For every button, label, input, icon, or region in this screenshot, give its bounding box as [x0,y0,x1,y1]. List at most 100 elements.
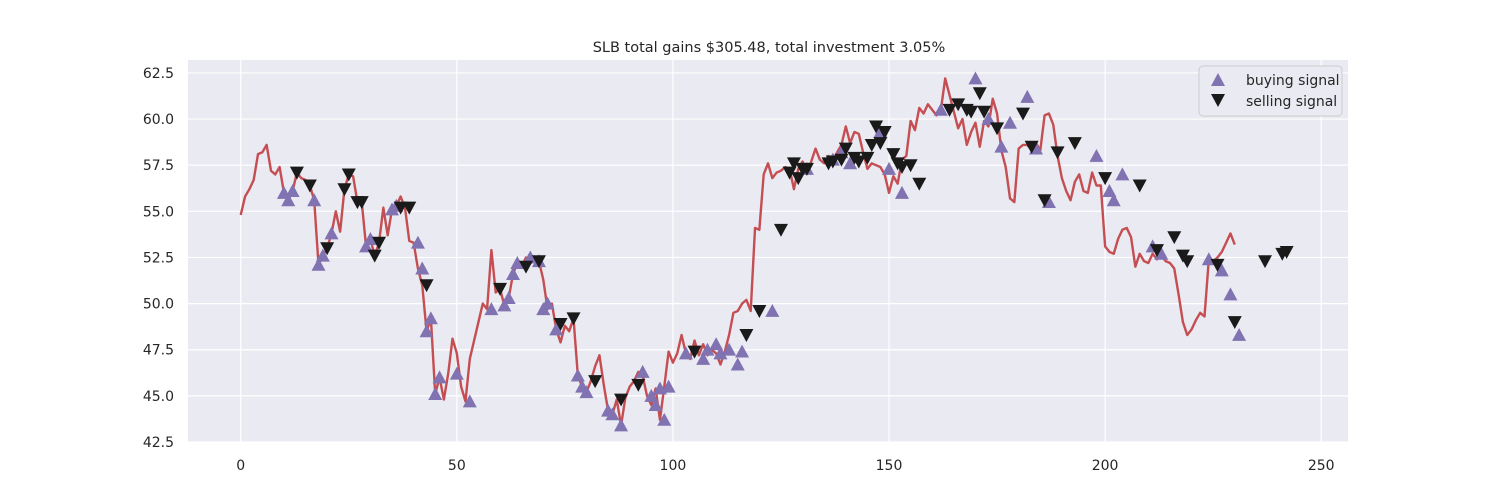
buying-signal-marker [843,156,858,170]
buying-signal-marker [644,388,659,402]
buying-signal-marker [657,412,672,426]
buying-signal-marker [307,193,322,207]
selling-signal-marker [799,162,814,176]
buying-signal-marker [730,357,745,371]
selling-signal-marker [825,155,840,169]
selling-signal-marker [860,151,875,165]
buying-signal-marker [709,337,724,351]
selling-signal-marker [864,138,879,152]
selling-signal-marker [1024,140,1039,154]
y-tick-label: 52.5 [143,250,174,266]
price-line [239,77,1236,427]
buying-signal-marker [994,139,1009,153]
buying-signal-marker [432,370,447,384]
buying-signal-marker [285,184,300,197]
selling-signal-marker [614,393,629,407]
selling-signal-marker [903,159,918,173]
buying-signal-marker [981,112,996,126]
y-tick-label: 60.0 [143,112,174,128]
x-tick-label: 200 [1092,458,1119,474]
selling-signal-marker [493,282,508,296]
selling-signal-marker [1210,258,1225,272]
buying-signal-marker [894,185,909,199]
buying-signal-marker [510,255,525,269]
buying-signal-marker [678,346,693,360]
buying-signal-marker [1020,89,1035,103]
selling-signal-marker [341,168,356,182]
buying-signal-marker [1003,115,1018,129]
selling-signal-marker [687,345,702,359]
buying-signal-marker [540,296,555,310]
legend-buy-marker [1211,73,1225,86]
chart-title: SLB total gains $305.48, total investmen… [593,40,946,56]
selling-signal-marker [566,312,581,326]
selling-signal-marker [354,196,369,210]
selling-signal-marker [1098,172,1113,186]
selling-signal-marker [302,179,317,193]
buying-signal-marker [1154,246,1169,260]
buying-signal-marker [415,261,430,275]
buying-signal-marker [968,71,983,85]
selling-signal-marker [372,236,387,250]
buying-signal-marker [1223,287,1238,301]
selling-signal-marker [942,103,957,117]
y-tick-label: 42.5 [143,435,174,451]
buying-signal-marker [700,342,715,356]
selling-signal-marker [1037,194,1052,208]
buying-signal-marker [1214,263,1229,277]
legend-sell-marker [1211,94,1225,107]
buying-signal-marker [549,322,564,336]
buying-signal-marker [501,291,516,305]
buying-signal-marker [324,226,339,240]
axis-ticks: 0 50 100 150 200 250 42.5 45.0 47.5 50.0 52.5 55.0 5… [143,66,1335,474]
buying-signal-marker [614,418,629,432]
selling-signal-marker [773,223,788,237]
selling-signal-marker [1279,245,1294,259]
buying-signal-marker [882,161,897,175]
buying-signal-marker [713,346,728,360]
buying-signal-marker [1102,184,1117,197]
selling-signal-marker [588,375,603,389]
selling-signal-marker [1132,179,1147,193]
buying-signal-marker [661,379,676,393]
selling-signal-marker [337,183,352,197]
selling-signal-marker [1050,146,1065,160]
y-tick-label: 45.0 [143,389,174,405]
selling-signal-marker [419,279,434,293]
buying-signal-marker [315,248,330,262]
buying-signal-marker [281,193,296,207]
selling-signal-marker [320,242,335,256]
selling-signal-marker [1180,255,1195,269]
selling-signal-marker [886,148,901,162]
buying-signal-marker [735,344,750,358]
selling-signal-marker [631,378,646,392]
selling-signal-marker [786,157,801,171]
buying-signal-marker [423,311,438,325]
selling-signal-marker [894,161,909,175]
selling-signal-marker [518,260,533,274]
selling-signal-marker [367,249,382,263]
buying-signal-marker [722,342,737,356]
selling-signal-marker [752,305,767,318]
selling-signal-marker [990,122,1005,136]
selling-signal-marker [964,105,979,119]
buying-signal-marker [605,407,620,421]
x-tick-label: 0 [236,458,245,474]
selling-signal-marker [851,155,866,169]
selling-signal-marker [553,317,568,331]
legend-buy-label: buying signal [1246,73,1340,89]
y-tick-label: 62.5 [143,66,174,82]
buying-signal-marker [648,398,663,412]
legend-sell-label: selling signal [1246,94,1337,110]
buying-signal-marker [363,232,378,245]
buying-signal-markers [276,71,1247,432]
legend-box [1198,65,1343,117]
y-tick-label: 50.0 [143,297,174,313]
selling-signal-marker [1015,107,1030,121]
buying-signal-marker [765,303,780,317]
x-tick-label: 250 [1308,458,1335,474]
grid [188,60,1348,443]
x-tick-label: 150 [876,458,903,474]
selling-signal-marker [1067,137,1082,151]
